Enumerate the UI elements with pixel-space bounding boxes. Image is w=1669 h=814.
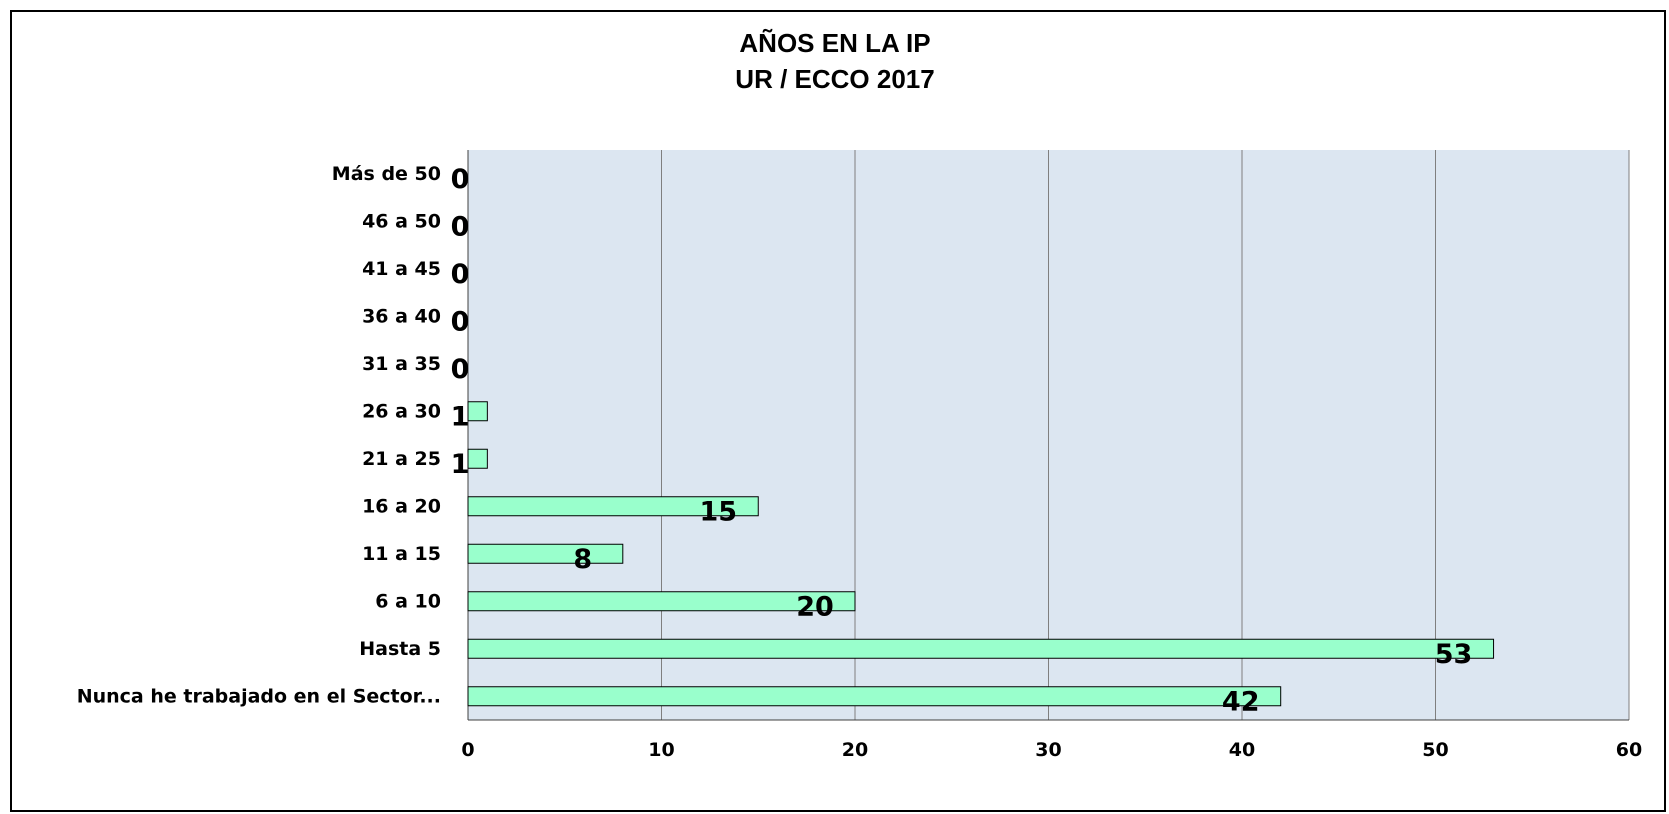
x-tick-label: 60 — [1616, 739, 1642, 761]
gridlines — [467, 150, 1630, 721]
bar — [467, 686, 1282, 707]
category-label: Nunca he trabajado en el Sector... — [77, 685, 441, 707]
category-label: 26 a 30 — [362, 400, 441, 422]
x-axis-tick-labels: 0 10 20 30 40 50 60 — [461, 739, 1642, 761]
category-labels: Más de 50 46 a 50 41 a 45 36 a 40 31 a 35 26 … — [77, 163, 441, 708]
x-tick-label: 10 — [648, 739, 674, 761]
x-tick-label: 50 — [1422, 739, 1448, 761]
data-label: 20 — [796, 591, 834, 622]
bar — [467, 543, 624, 564]
x-tick-label: 30 — [1035, 739, 1061, 761]
category-label: Hasta 5 — [359, 638, 441, 660]
data-label: 1 — [451, 449, 470, 480]
data-label: 0 — [451, 306, 470, 337]
data-label: 0 — [451, 164, 470, 195]
data-label: 0 — [451, 211, 470, 242]
bar — [467, 496, 759, 517]
data-label: 15 — [699, 496, 737, 527]
x-tick-label: 0 — [461, 739, 474, 761]
x-tick-label: 40 — [1229, 739, 1255, 761]
category-label: 46 a 50 — [362, 210, 441, 232]
bar — [467, 591, 856, 612]
data-label: 0 — [451, 259, 470, 290]
data-labels: 0 0 0 0 0 1 1 15 8 20 53 42 — [451, 164, 1473, 718]
bar — [467, 448, 488, 469]
x-tick-label: 20 — [842, 739, 868, 761]
category-label: 31 a 35 — [362, 353, 441, 375]
data-label: 42 — [1222, 686, 1260, 717]
category-label: 16 a 20 — [362, 495, 441, 517]
bar — [467, 401, 488, 422]
bar — [467, 638, 1495, 659]
data-label: 53 — [1435, 639, 1473, 670]
category-label: 41 a 45 — [362, 258, 441, 280]
data-label: 0 — [451, 354, 470, 385]
category-label: 11 a 15 — [362, 543, 441, 565]
data-label: 8 — [573, 544, 592, 575]
data-label: 1 — [451, 401, 470, 432]
category-label: 21 a 25 — [362, 448, 441, 470]
chart-title-line-2: UR / ECCO 2017 — [735, 64, 934, 94]
category-label: 36 a 40 — [362, 305, 441, 327]
category-label: 6 a 10 — [375, 590, 441, 612]
category-label: Más de 50 — [332, 163, 441, 185]
bars — [467, 401, 1495, 707]
chart-title-line-1: AÑOS EN LA IP — [739, 28, 930, 58]
